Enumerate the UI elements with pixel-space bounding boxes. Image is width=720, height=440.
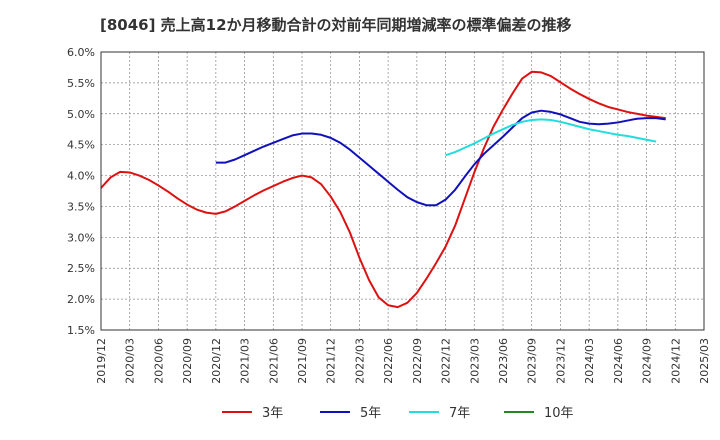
- x-tick-label: 2020/03: [124, 338, 137, 384]
- x-tick-label: 2023/03: [468, 338, 481, 384]
- y-tick-label: 1.5%: [67, 324, 95, 337]
- x-tick-label: 2021/06: [267, 338, 280, 384]
- x-tick-label: 2022/03: [353, 338, 366, 384]
- y-tick-label: 5.0%: [67, 108, 95, 121]
- x-tick-label: 2023/09: [526, 338, 539, 384]
- x-tick-label: 2021/09: [296, 338, 309, 384]
- series-line-1: [215, 109, 666, 207]
- y-tick-label: 3.5%: [67, 200, 95, 213]
- x-tick-label: 2023/06: [497, 338, 510, 384]
- y-tick-label: 4.5%: [67, 139, 95, 152]
- x-tick-label: 2022/09: [411, 338, 424, 384]
- x-tick-label: 2022/12: [440, 338, 453, 384]
- legend-label: 7年: [449, 406, 470, 421]
- y-tick-label: 2.0%: [67, 293, 95, 306]
- x-tick-label: 2024/09: [641, 338, 654, 384]
- legend-label: 5年: [360, 406, 381, 421]
- x-tick-label: 2023/12: [554, 338, 567, 384]
- y-tick-label: 3.0%: [67, 231, 95, 244]
- y-axis: 1.5% 2.0% 2.5% 3.0% 3.5% 4.0% 4.5% 5.0% 5.5% 6.0%: [67, 46, 95, 337]
- x-tick-label: 2020/06: [152, 338, 165, 384]
- grid: [100, 51, 705, 331]
- x-tick-label: 2024/06: [612, 338, 625, 384]
- legend-label: 3年: [262, 406, 283, 421]
- x-tick-label: 2021/12: [325, 338, 338, 384]
- x-tick-label: 2019/12: [95, 338, 108, 384]
- series-line-0: [100, 70, 666, 309]
- y-tick-label: 5.5%: [67, 77, 95, 90]
- x-tick-label: 2024/03: [583, 338, 596, 384]
- x-tick-label: 2022/06: [382, 338, 395, 384]
- x-tick-label: 2020/12: [210, 338, 223, 384]
- series-lines: [100, 70, 666, 309]
- series-line-2: [445, 118, 657, 157]
- x-tick-label: 2021/03: [239, 338, 252, 384]
- plot-frame: [100, 51, 705, 331]
- x-axis: 2019/12 2020/03 2020/06 2020/09 2020/12 2021/…: [95, 338, 711, 384]
- chart-title: [8046] 売上高12か月移動合計の対前年同期増減率の標準偏差の推移: [100, 16, 572, 34]
- x-tick-label: 2024/12: [669, 338, 682, 384]
- y-tick-label: 2.5%: [67, 262, 95, 275]
- x-tick-label: 2020/09: [181, 338, 194, 384]
- y-tick-label: 6.0%: [67, 46, 95, 59]
- legend-label: 10年: [544, 406, 574, 421]
- legend: 3年 5年 7年 10年: [222, 406, 574, 421]
- x-tick-label: 2025/03: [698, 338, 711, 384]
- y-tick-label: 4.0%: [67, 170, 95, 183]
